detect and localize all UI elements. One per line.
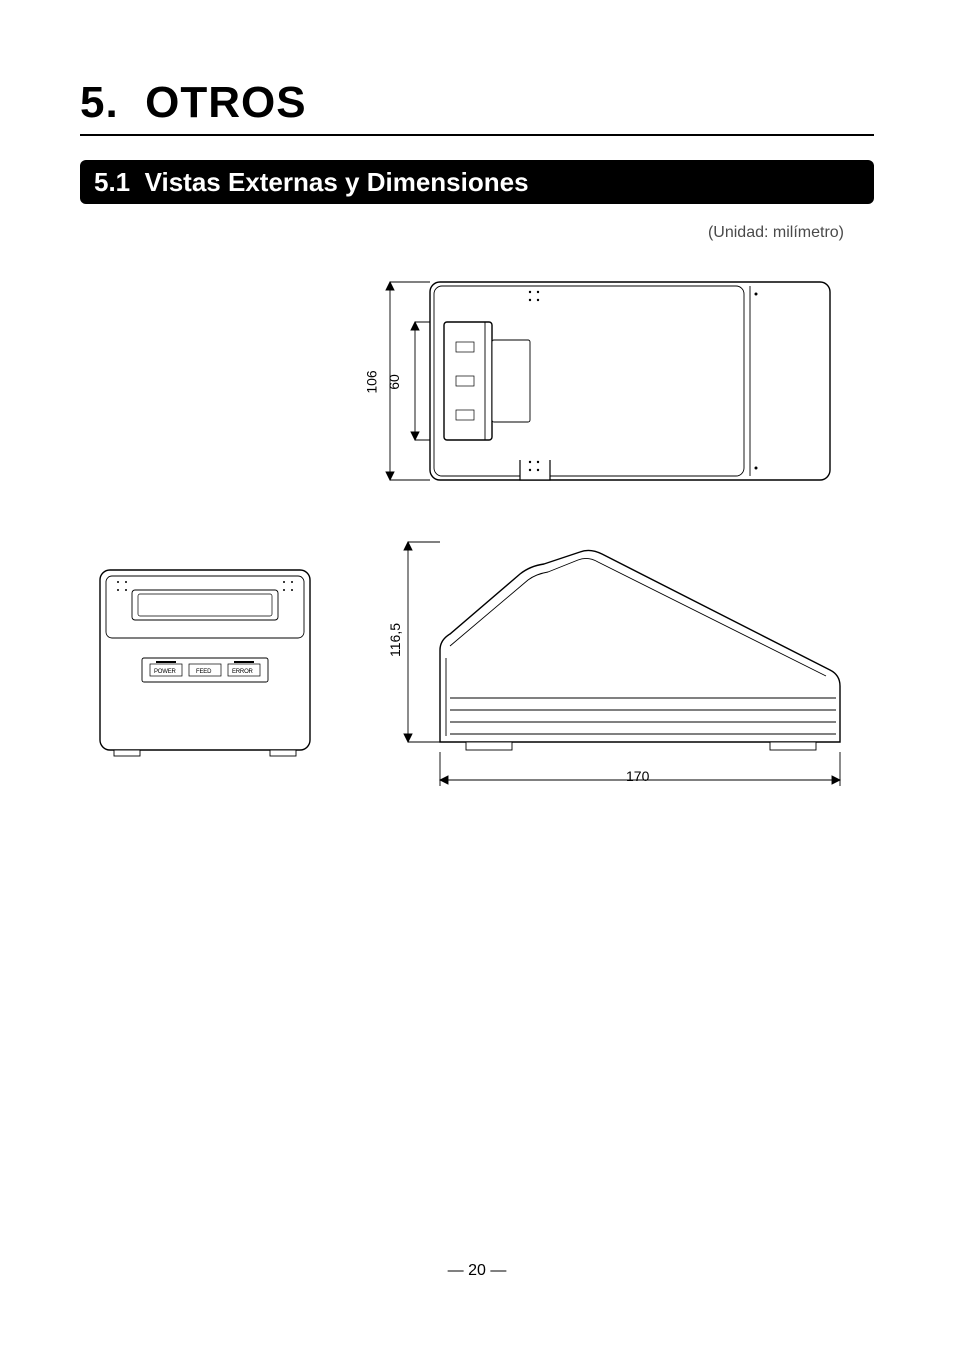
dimension-label-116-5: 116,5 (387, 623, 403, 657)
chapter-title-text: OTROS (145, 78, 306, 127)
button-label-power: POWER (154, 669, 176, 675)
section-title: Vistas Externas y Dimensiones (145, 167, 529, 198)
dimension-label-106: 106 (364, 370, 380, 393)
chapter-number: 5. (80, 78, 119, 127)
chapter-title: 5. OTROS (80, 78, 874, 136)
page: 5. OTROS 5.1 Vistas Externas y Dimension… (0, 0, 954, 1352)
page-number: — 20 — (0, 1262, 954, 1280)
button-label-error: ERROR (232, 669, 253, 675)
button-label-feed: FEED (196, 669, 211, 675)
section-heading: 5.1 Vistas Externas y Dimensiones (80, 160, 874, 204)
technical-diagrams: 106 60 (80, 270, 874, 830)
side-view-diagram (380, 530, 850, 810)
unit-label: (Unidad: milímetro) (708, 224, 844, 242)
dimension-label-170: 170 (626, 768, 649, 784)
dimension-label-60: 60 (386, 374, 402, 390)
section-number: 5.1 (94, 167, 130, 198)
top-view-diagram (380, 270, 840, 500)
front-view-diagram (80, 550, 330, 770)
